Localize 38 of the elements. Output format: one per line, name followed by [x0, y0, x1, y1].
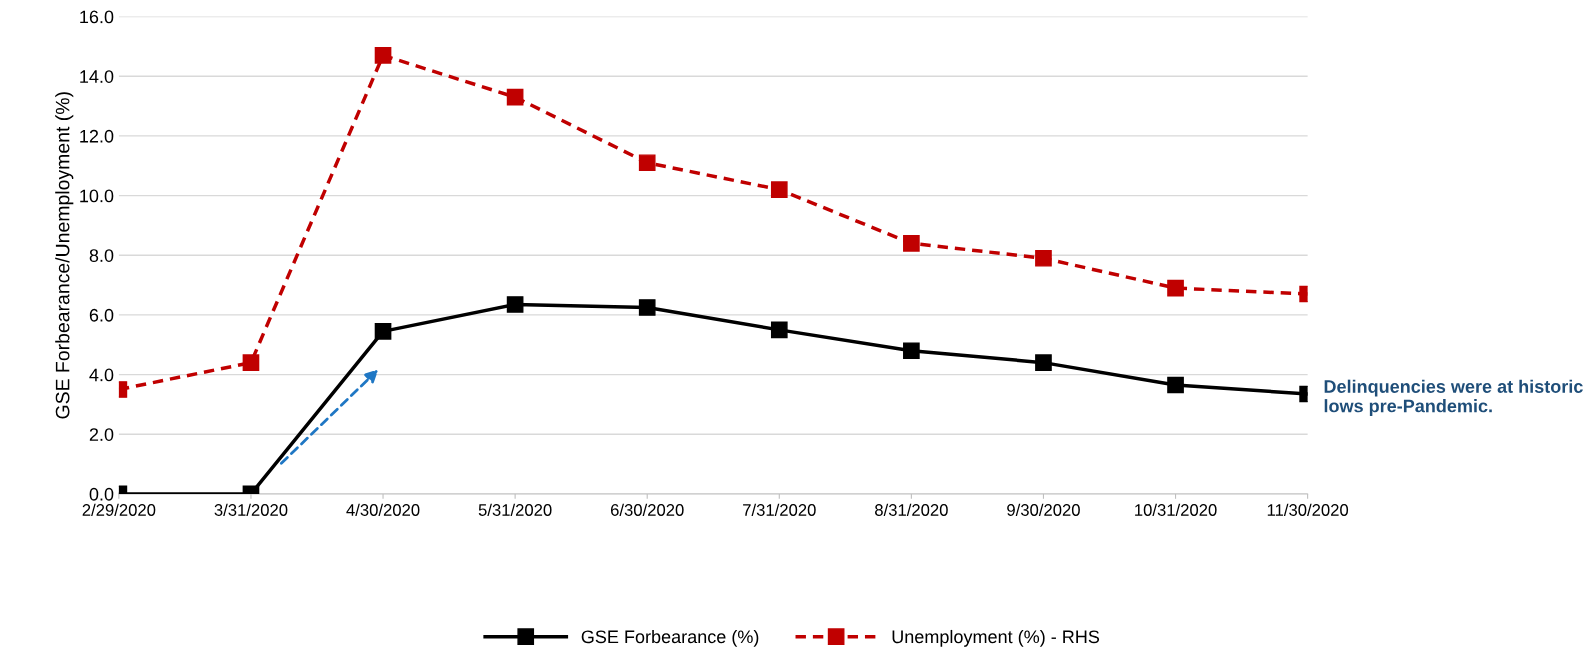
legend-label: GSE Forbearance (%): [581, 629, 759, 647]
point: [374, 47, 392, 64]
x-tick-label: 10/31/2020: [1135, 503, 1217, 516]
point: [903, 342, 920, 360]
x-tick-label: 7/31/2020: [743, 503, 816, 516]
x-tick-label: 9/30/2020: [1007, 503, 1080, 516]
y-tick-label: 6.0: [89, 308, 114, 322]
point: [242, 354, 260, 371]
y-tick-label: 8.0: [89, 249, 114, 262]
point: [1035, 354, 1052, 371]
point: [506, 88, 524, 106]
x-tick-label: 3/31/2020: [214, 503, 288, 516]
x-tick-label: 6/30/2020: [610, 503, 684, 516]
point: [770, 181, 788, 198]
y-tick-label: 14.0: [80, 70, 114, 83]
text: Delinquencies were at historic lows pre-Pandemic.: [1324, 379, 1583, 416]
point: [1167, 279, 1184, 297]
legend-label: Unemployment (%) - RHS: [892, 629, 1100, 647]
point: [903, 234, 920, 252]
point: [1167, 376, 1184, 394]
point: [374, 323, 392, 340]
point: [1035, 249, 1052, 267]
y-tick-label: 0.0: [89, 487, 114, 501]
y-tick-label: 4.0: [89, 368, 114, 382]
y-tick-label: 12.0: [80, 129, 114, 143]
y-tick-label: 10.0: [80, 189, 114, 203]
y-axis-title: GSE Forbearance/Unemployment (%): [55, 92, 74, 419]
y-tick-label: 16.0: [80, 10, 114, 24]
x-tick-label: 8/31/2020: [875, 503, 948, 516]
point: [638, 154, 656, 172]
x-tick-label: 4/30/2020: [346, 503, 420, 516]
point: [770, 321, 788, 339]
y-tick-label: 2.0: [89, 428, 114, 441]
x-tick-label: 5/31/2020: [478, 503, 552, 516]
x-tick-label: 2/29/2020: [82, 503, 156, 516]
x-tick-label: 11/30/2020: [1267, 503, 1349, 516]
point: [506, 296, 524, 313]
point: [638, 299, 656, 316]
